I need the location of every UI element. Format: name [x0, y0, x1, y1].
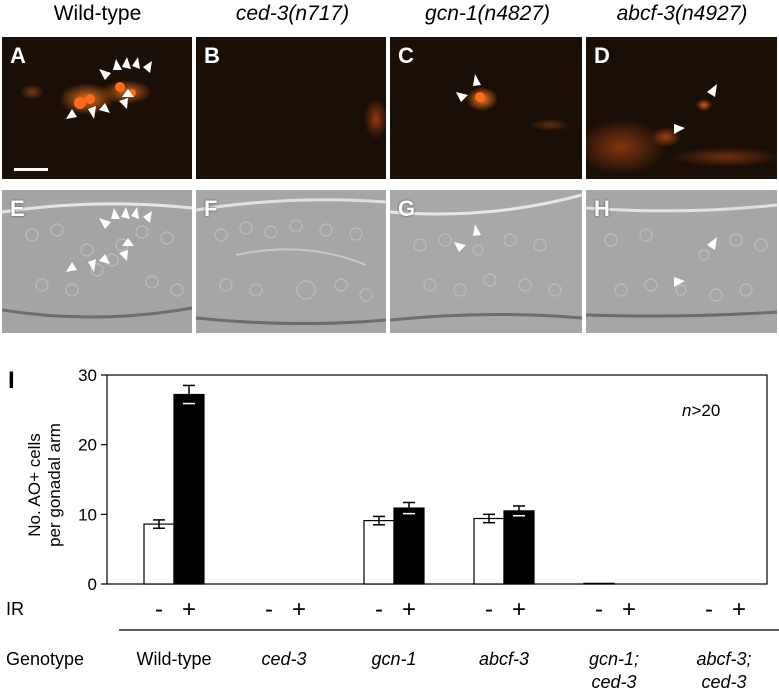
panel-e-dic: E	[2, 190, 192, 333]
panel-label: F	[204, 196, 218, 221]
panel-g-dic: G	[390, 190, 582, 333]
bar-plus	[173, 393, 205, 585]
panel-d-image	[586, 84, 777, 175]
ir-plus-label: +	[512, 596, 526, 623]
scale-bar	[14, 168, 48, 171]
genotype-label: Genotype	[6, 649, 84, 669]
ir-plus-label: +	[402, 596, 416, 623]
panel-label: G	[398, 196, 416, 221]
arrowhead-icons	[674, 84, 717, 134]
header-abcf-3: abcf-3(n4927)	[616, 2, 748, 25]
genotype-label: ced-3	[591, 672, 636, 692]
ir-plus-label: +	[622, 596, 636, 623]
panel-label: H	[594, 196, 610, 221]
arrowhead-icons	[454, 224, 481, 252]
ir-minus-label: -	[595, 596, 603, 623]
panel-h-image	[586, 190, 777, 333]
sample-size-annotation: n>20	[682, 401, 720, 420]
y-tick-label: 30	[78, 366, 97, 385]
arrowhead-icons	[66, 57, 152, 119]
genotype-label: ced-3	[261, 649, 306, 669]
arrowhead-icons	[66, 207, 152, 272]
bar-minus	[363, 520, 395, 585]
panel-g-image	[390, 190, 582, 333]
y-tick-label: 0	[88, 575, 97, 594]
y-tick-label: 20	[78, 436, 97, 455]
panel-c-image	[456, 74, 570, 131]
panel-c-fluorescence: C	[390, 37, 582, 179]
panel-h-dic: H	[586, 190, 777, 333]
y-axis-label-line1: No. AO+ cells	[25, 433, 44, 536]
bar-plus	[393, 507, 425, 585]
panel-label: A	[10, 43, 26, 68]
panel-f-image	[196, 190, 386, 333]
panel-f-dic: F	[196, 190, 386, 333]
panel-a-image	[14, 57, 152, 171]
panel-label: E	[10, 196, 25, 221]
ir-plus-label: +	[292, 596, 306, 623]
genotype-label: ced-3	[701, 672, 746, 692]
panel-label: C	[398, 43, 414, 68]
y-tick-label: 10	[78, 505, 97, 524]
arrowhead-icons	[456, 74, 481, 102]
ir-minus-label: -	[375, 596, 383, 623]
panel-b-image	[364, 99, 386, 139]
bar-minus	[473, 517, 505, 585]
plot-frame	[106, 374, 768, 585]
genotype-label: abcf-3;	[696, 649, 751, 669]
header-ced-3: ced-3(n717)	[235, 2, 350, 25]
ir-minus-label: -	[485, 596, 493, 623]
header-wild-type: Wild-type	[53, 2, 142, 25]
header-gcn-1: gcn-1(n4827)	[425, 2, 550, 25]
panel-b-fluorescence: B	[196, 37, 386, 179]
ir-plus-label: +	[732, 596, 746, 623]
ir-plus-label: +	[182, 596, 196, 623]
bar-minus	[583, 582, 615, 585]
genotype-label: abcf-3	[479, 649, 529, 669]
y-axis-label-line2: per gonadal arm	[45, 423, 64, 547]
panel-d-fluorescence: D	[586, 37, 777, 179]
panel-e-image	[2, 190, 192, 333]
bar-chart: I No. AO+ cells per gonadal arm 0 10 20 30 -…	[6, 366, 779, 692]
arrowhead-icons	[674, 237, 717, 287]
bar-minus	[143, 523, 175, 585]
chart-panel-label: I	[8, 367, 15, 394]
bar-plus	[503, 510, 535, 585]
panel-a-fluorescence: A	[2, 37, 192, 179]
genotype-label: gcn-1	[371, 649, 416, 669]
ir-minus-label: -	[265, 596, 273, 623]
panel-label: D	[594, 43, 610, 68]
genotype-label: gcn-1;	[589, 649, 639, 669]
ir-minus-label: -	[155, 596, 163, 623]
genotype-label: Wild-type	[136, 649, 211, 669]
panel-label: B	[204, 43, 220, 68]
ir-label: IR	[6, 599, 24, 619]
ir-minus-label: -	[705, 596, 713, 623]
